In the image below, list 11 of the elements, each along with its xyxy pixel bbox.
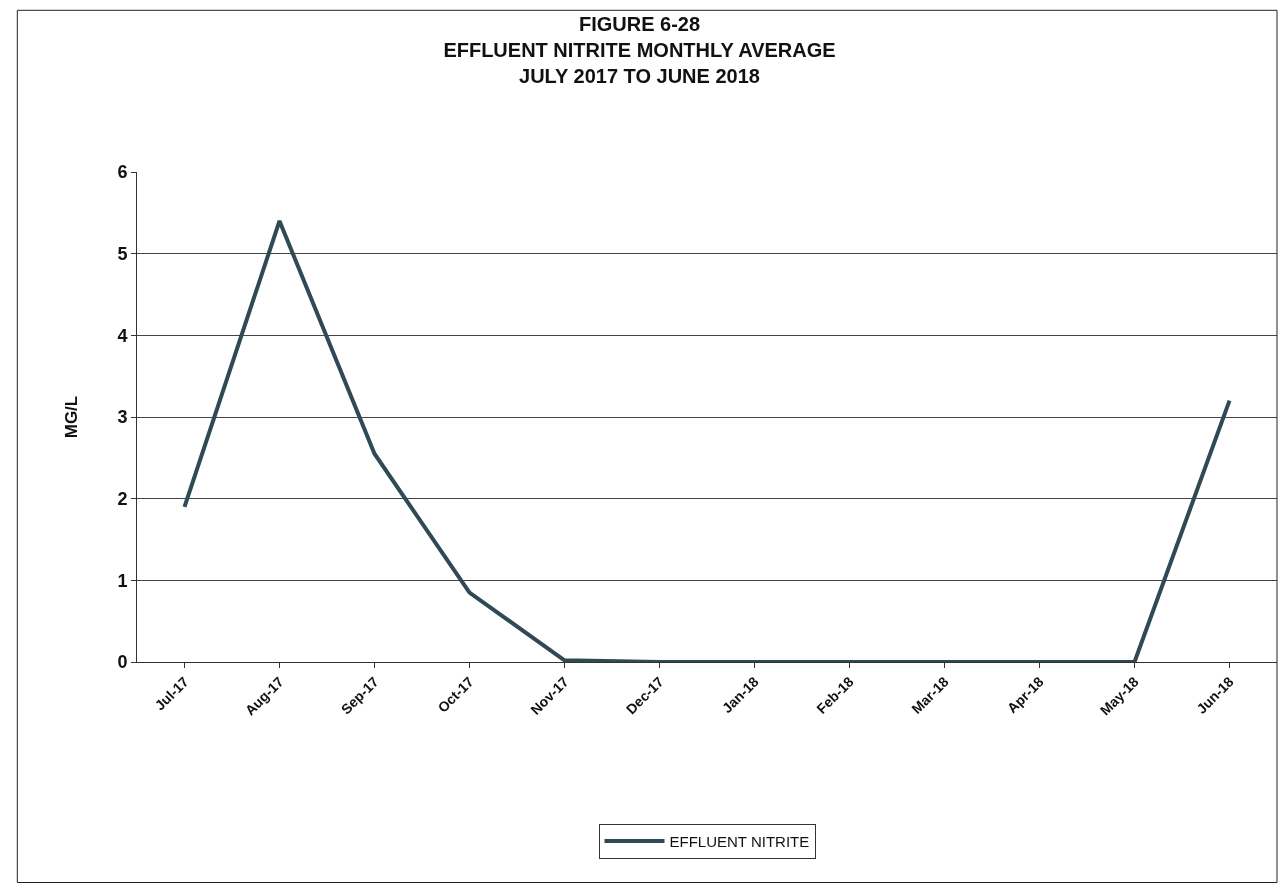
y-tick-label: 6	[117, 162, 128, 183]
line-series	[182, 219, 1232, 662]
y-axis-title: MG/L	[61, 395, 81, 439]
chart-title: FIGURE 6-28 EFFLUENT NITRITE MONTHLY AVERAGE JULY 2017 TO JUNE 2018	[443, 13, 836, 88]
y-tick-label: 4	[117, 325, 128, 346]
y-tick-label: 3	[117, 407, 128, 428]
y-tick-label: 0	[117, 652, 128, 673]
legend-label: EFFLUENT NITRITE	[669, 832, 810, 850]
y-tick-label: 2	[117, 488, 128, 509]
y-tick-label: 5	[117, 243, 128, 264]
y-tick-label: 1	[117, 570, 128, 591]
